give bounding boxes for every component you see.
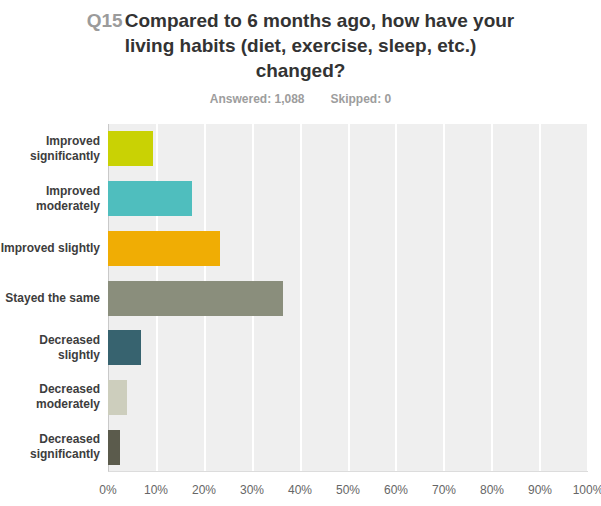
x-tick-label: 0% xyxy=(99,483,116,497)
x-tick-label: 40% xyxy=(288,483,312,497)
x-tick-label: 70% xyxy=(432,483,456,497)
x-tick-label: 90% xyxy=(528,483,552,497)
bar xyxy=(108,281,283,316)
chart-row: Decreased slightly xyxy=(0,323,588,373)
category-label: Stayed the same xyxy=(0,291,108,306)
x-tick-label: 50% xyxy=(336,483,360,497)
bar-track xyxy=(108,380,588,415)
chart-row: Decreased significantly xyxy=(0,422,588,472)
bar-rows: Improved significantly Improved moderatel… xyxy=(0,124,588,472)
x-tick-label: 60% xyxy=(384,483,408,497)
bar-track xyxy=(108,181,588,216)
category-label: Improved significantly xyxy=(0,134,108,164)
bar-track xyxy=(108,231,588,266)
bar xyxy=(108,330,141,365)
question-text: Compared to 6 months ago, how have your … xyxy=(125,10,515,81)
x-tick-label: 30% xyxy=(240,483,264,497)
bar xyxy=(108,380,127,415)
survey-results-chart: Q15Compared to 6 months ago, how have yo… xyxy=(0,0,601,506)
response-stats: Answered: 1,088 Skipped: 0 xyxy=(0,92,601,106)
chart-row: Stayed the same xyxy=(0,273,588,323)
category-label: Decreased slightly xyxy=(0,333,108,363)
category-label: Improved moderately xyxy=(0,184,108,214)
chart-title: Q15Compared to 6 months ago, how have yo… xyxy=(78,8,523,83)
bar xyxy=(108,231,220,266)
chart-row: Improved significantly xyxy=(0,124,588,174)
chart-row: Improved slightly xyxy=(0,223,588,273)
category-label: Improved slightly xyxy=(0,241,108,256)
bar xyxy=(108,430,120,465)
x-tick-label: 10% xyxy=(144,483,168,497)
bar xyxy=(108,181,192,216)
x-axis: 0%10%20%30%40%50%60%70%80%90%100% xyxy=(108,483,588,499)
skipped-count: Skipped: 0 xyxy=(331,92,392,106)
chart-row: Improved moderately xyxy=(0,174,588,224)
chart-row: Decreased moderately xyxy=(0,373,588,423)
bar-track xyxy=(108,330,588,365)
x-tick-label: 100% xyxy=(573,483,601,497)
answered-count: Answered: 1,088 xyxy=(210,92,305,106)
bar-track xyxy=(108,430,588,465)
bar-track xyxy=(108,281,588,316)
category-label: Decreased moderately xyxy=(0,382,108,412)
question-number: Q15 xyxy=(87,10,123,31)
bar-track xyxy=(108,131,588,166)
x-tick-label: 80% xyxy=(480,483,504,497)
category-label: Decreased significantly xyxy=(0,432,108,462)
x-tick-label: 20% xyxy=(192,483,216,497)
bar xyxy=(108,131,153,166)
